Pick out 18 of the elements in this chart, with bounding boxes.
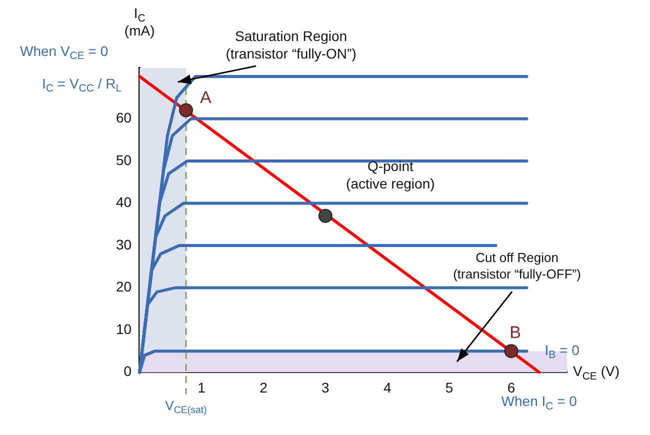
x-tick-label: 1 bbox=[198, 379, 206, 396]
annotation: Q-point (active region) bbox=[346, 158, 435, 192]
y-tick-label: 30 bbox=[116, 236, 132, 252]
x-tick-label: 3 bbox=[322, 379, 330, 396]
x-tick-label: 4 bbox=[383, 379, 392, 396]
x-tick-label: 5 bbox=[445, 379, 454, 396]
x-tick-label: 6 bbox=[507, 379, 516, 396]
annotation: A bbox=[200, 88, 212, 107]
annotation: B bbox=[510, 322, 521, 342]
band-label: Saturation Region (transistor “fully-ON”) bbox=[226, 28, 356, 62]
y-tick-label: 10 bbox=[116, 320, 132, 337]
y-tick-label: 20 bbox=[116, 278, 132, 295]
y-tick-label: 50 bbox=[116, 152, 132, 168]
y-tick-label: 60 bbox=[116, 110, 132, 126]
y-tick-label: 40 bbox=[116, 194, 132, 210]
y-tick-label: 0 bbox=[124, 363, 132, 380]
x-tick-label: 2 bbox=[260, 379, 268, 396]
band-label: Cut off Region (transistor “fully-OFF”) bbox=[453, 250, 581, 282]
